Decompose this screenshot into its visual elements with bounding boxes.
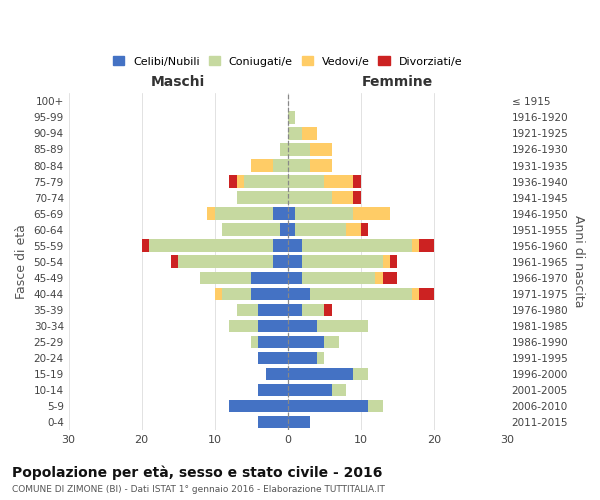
Bar <box>324 176 353 188</box>
Bar <box>368 400 383 412</box>
Bar <box>273 208 287 220</box>
Bar <box>287 288 310 300</box>
Bar <box>280 224 287 236</box>
Bar <box>324 336 339 348</box>
Bar <box>346 224 361 236</box>
Bar <box>310 160 331 172</box>
Bar <box>287 176 324 188</box>
Bar <box>215 288 222 300</box>
Legend: Celibi/Nubili, Coniugati/e, Vedovi/e, Divorziati/e: Celibi/Nubili, Coniugati/e, Vedovi/e, Di… <box>109 52 467 71</box>
Bar <box>353 192 361 204</box>
Bar <box>251 288 287 300</box>
Bar <box>200 272 251 284</box>
Bar <box>229 400 287 412</box>
Bar <box>273 160 287 172</box>
Bar <box>295 208 353 220</box>
Bar <box>310 288 412 300</box>
Bar <box>353 176 361 188</box>
Bar <box>287 272 302 284</box>
Y-axis label: Fasce di età: Fasce di età <box>15 224 28 299</box>
Bar <box>259 352 287 364</box>
Bar <box>287 320 317 332</box>
Bar <box>295 224 346 236</box>
Bar <box>287 384 331 396</box>
Bar <box>259 336 287 348</box>
Bar <box>324 304 331 316</box>
Bar <box>251 336 259 348</box>
Bar <box>331 384 346 396</box>
Bar <box>302 240 412 252</box>
Bar <box>302 304 324 316</box>
Bar <box>273 256 287 268</box>
Bar <box>229 176 236 188</box>
Bar <box>208 208 215 220</box>
Bar <box>222 288 251 300</box>
Bar <box>376 272 383 284</box>
Bar <box>287 127 302 140</box>
Bar <box>244 176 287 188</box>
Bar <box>287 416 310 428</box>
Text: Femmine: Femmine <box>362 74 433 88</box>
Bar <box>236 304 259 316</box>
Bar <box>310 143 331 156</box>
Bar <box>236 176 244 188</box>
Bar <box>287 224 295 236</box>
Bar <box>266 368 287 380</box>
Bar <box>259 416 287 428</box>
Bar <box>419 240 434 252</box>
Bar <box>222 224 280 236</box>
Bar <box>251 272 287 284</box>
Text: Popolazione per età, sesso e stato civile - 2016: Popolazione per età, sesso e stato civil… <box>12 466 382 480</box>
Bar <box>259 304 287 316</box>
Bar <box>142 240 149 252</box>
Bar <box>390 256 397 268</box>
Bar <box>287 304 302 316</box>
Bar <box>280 143 287 156</box>
Bar <box>353 208 390 220</box>
Bar <box>383 256 390 268</box>
Text: Maschi: Maschi <box>151 74 205 88</box>
Bar <box>178 256 273 268</box>
Bar <box>236 192 287 204</box>
Bar <box>412 288 419 300</box>
Bar <box>419 288 434 300</box>
Bar <box>251 160 273 172</box>
Bar <box>287 240 302 252</box>
Bar <box>412 240 419 252</box>
Bar <box>317 352 324 364</box>
Text: COMUNE DI ZIMONE (BI) - Dati ISTAT 1° gennaio 2016 - Elaborazione TUTTITALIA.IT: COMUNE DI ZIMONE (BI) - Dati ISTAT 1° ge… <box>12 486 385 494</box>
Bar <box>383 272 397 284</box>
Bar <box>215 208 273 220</box>
Bar <box>259 384 287 396</box>
Bar <box>302 256 383 268</box>
Bar <box>361 224 368 236</box>
Bar <box>287 143 310 156</box>
Bar <box>259 320 287 332</box>
Bar <box>149 240 273 252</box>
Bar <box>331 192 353 204</box>
Bar <box>287 352 317 364</box>
Bar <box>287 256 302 268</box>
Bar <box>287 208 295 220</box>
Bar <box>273 240 287 252</box>
Y-axis label: Anni di nascita: Anni di nascita <box>572 216 585 308</box>
Bar <box>287 336 324 348</box>
Bar <box>302 127 317 140</box>
Bar <box>287 368 353 380</box>
Bar <box>302 272 376 284</box>
Bar <box>287 160 310 172</box>
Bar <box>317 320 368 332</box>
Bar <box>353 368 368 380</box>
Bar <box>287 400 368 412</box>
Bar <box>171 256 178 268</box>
Bar <box>229 320 259 332</box>
Bar <box>287 111 295 124</box>
Bar <box>287 192 331 204</box>
